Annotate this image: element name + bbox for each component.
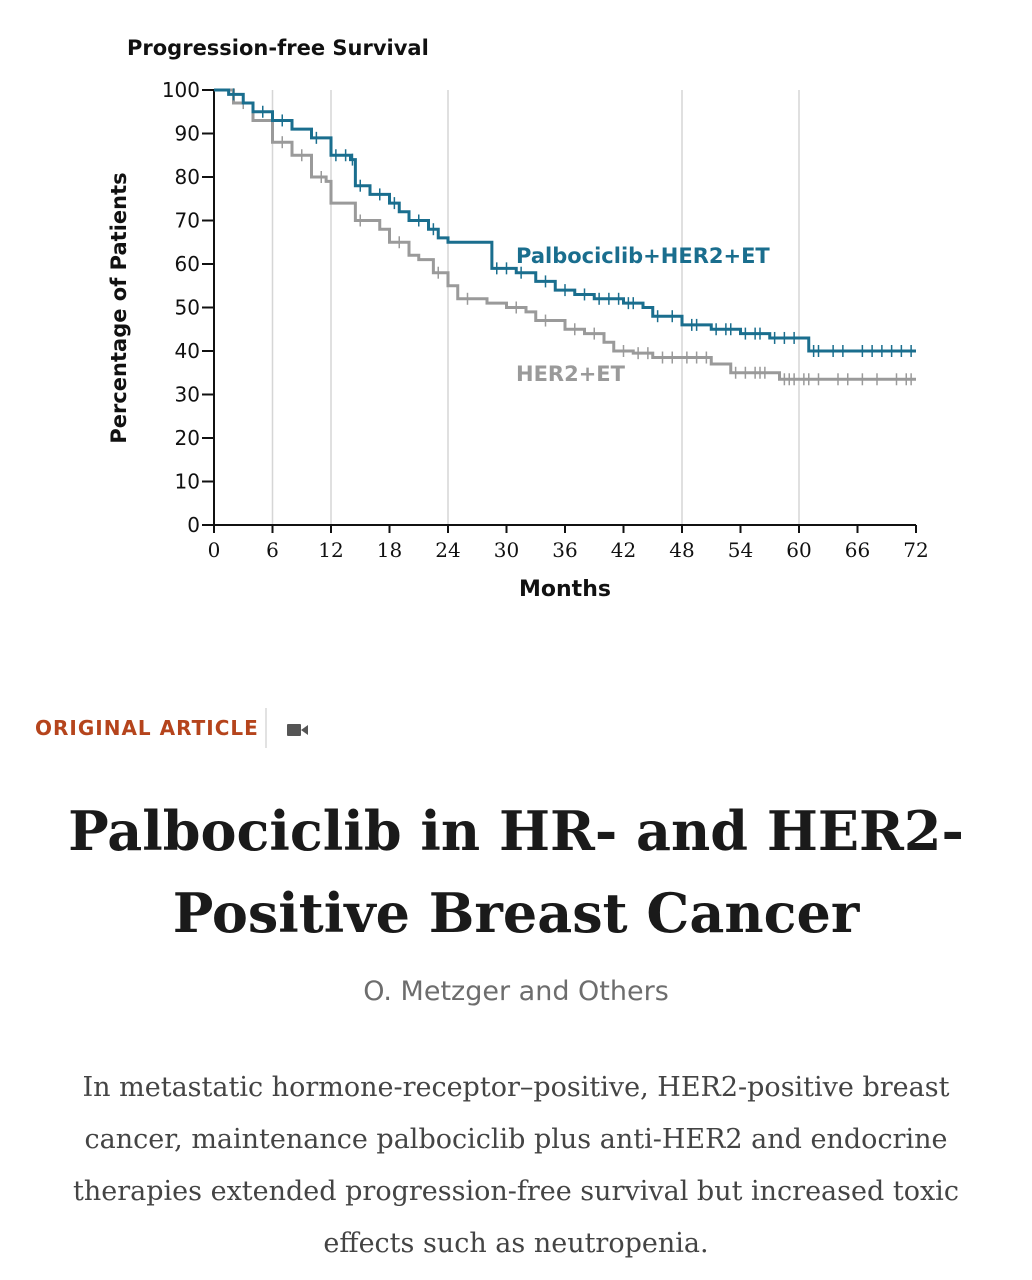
y-tick-label: 90 [175,122,200,146]
y-tick-label: 10 [175,470,200,494]
x-tick-label: 30 [494,538,519,562]
y-tick-label: 80 [175,165,200,189]
legend-label-palbociclib: Palbociclib+HER2+ET [516,244,770,268]
article-author: O. Metzger and Others [363,976,669,1007]
article-title-line-1: Palbociclib in HR- and HER2- [68,799,964,863]
x-tick-label: 18 [377,538,402,562]
x-tick-label: 24 [435,538,460,562]
legend-label-her2-et: HER2+ET [516,362,626,386]
y-tick-label: 70 [175,209,200,233]
x-tick-label: 36 [552,538,577,562]
y-axis-label: Percentage of Patients [107,172,131,443]
video-camera-icon[interactable] [287,723,309,737]
y-tick-label: 50 [175,296,200,320]
x-tick-label: 54 [728,538,753,562]
y-tick-label: 30 [175,383,200,407]
divider [265,708,267,748]
y-tick-label: 100 [162,78,200,102]
survival-curve-her2-et [214,88,916,381]
x-tick-label: 42 [611,538,636,562]
chart-title: Progression-free Survival [127,36,429,60]
x-tick-label: 66 [845,538,870,562]
x-tick-label: 48 [669,538,694,562]
y-tick-label: 0 [187,513,200,537]
y-tick-label: 40 [175,339,200,363]
article-title-line-2: Positive Breast Cancer [172,881,860,945]
y-tick-label: 20 [175,426,200,450]
x-tick-label: 6 [266,538,279,562]
y-tick-label: 60 [175,252,200,276]
x-tick-label: 60 [786,538,811,562]
article-type-label[interactable]: ORIGINAL ARTICLE [35,716,259,740]
x-axis-label: Months [519,577,611,602]
x-tick-label: 12 [318,538,343,562]
pfs-chart: Progression-free Survival Percentage of … [107,36,929,602]
x-tick-label: 0 [208,538,221,562]
x-tick-label: 72 [903,538,928,562]
article-title[interactable]: Palbociclib in HR- and HER2- Positive Br… [0,790,1032,954]
survival-curve-palbociclib [214,88,916,353]
article-summary: In metastatic hormone-receptor–positive,… [73,1072,959,1259]
